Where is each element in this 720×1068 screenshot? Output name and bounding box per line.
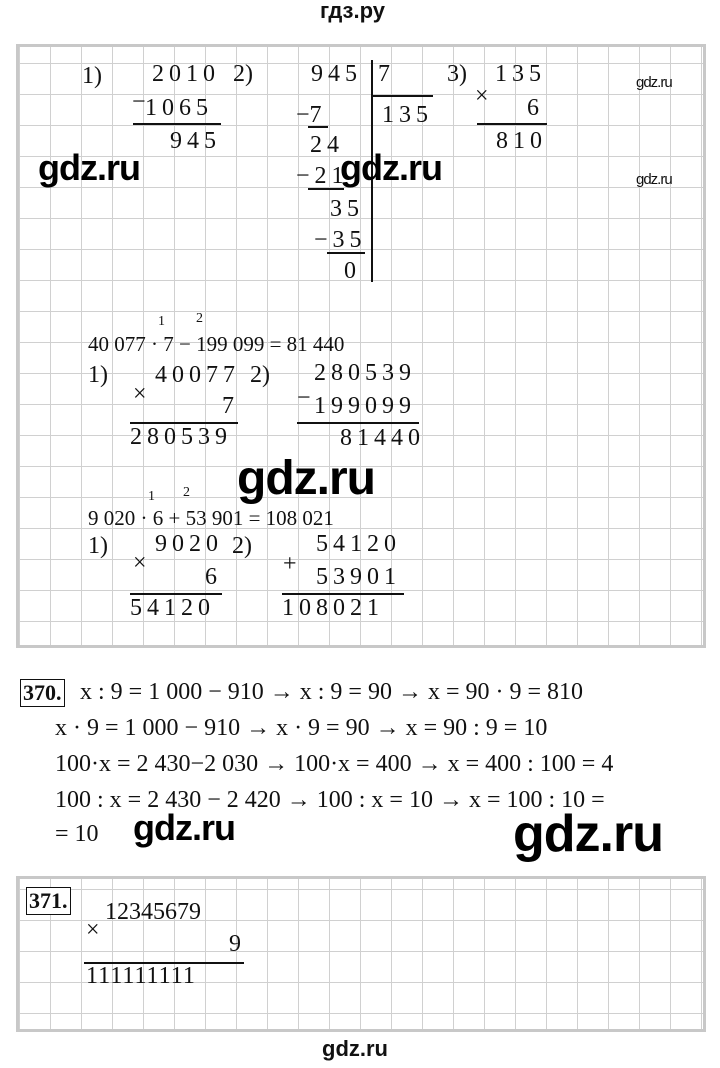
expression: 9 020 · 6 + 53 901 = 108 021 <box>88 506 334 530</box>
division-row: 35 <box>330 196 364 222</box>
watermark: gdz.ru <box>636 74 673 91</box>
times-sign: × <box>133 381 147 407</box>
product: 111111111 <box>86 963 196 989</box>
task-number: 371. <box>26 887 71 915</box>
equation-line: 100 : x = 2 430 − 2 420 → 100 : x = 10 →… <box>55 787 605 813</box>
step-label: 1) <box>88 533 108 559</box>
result-line <box>84 962 244 964</box>
watermark: gdz.ru <box>513 805 664 863</box>
watermark: gdz.ru <box>340 147 443 188</box>
minuend: 2010 <box>152 61 220 87</box>
grid-paper-bottom <box>16 876 706 1032</box>
grid-paper-top <box>16 44 706 648</box>
multiplier: 6 <box>205 564 217 590</box>
equation-line: x · 9 = 1 000 − 910 → x · 9 = 90 → x = 9… <box>55 715 548 741</box>
division-row: −35 <box>314 227 367 253</box>
result-line <box>133 123 221 125</box>
product: 280539 <box>130 424 232 450</box>
result-line <box>282 593 404 595</box>
quotient: 135 <box>382 102 433 128</box>
minuend: 280539 <box>314 360 416 386</box>
order-mark: 1 <box>148 489 155 504</box>
step-label: 3) <box>447 61 467 87</box>
order-mark: 2 <box>196 311 203 326</box>
multiplicand: 9020 <box>155 531 223 557</box>
division-row: −21 <box>296 163 349 189</box>
division-row: 24 <box>310 132 344 158</box>
watermark: gdz.ru <box>237 452 376 505</box>
difference: 81440 <box>340 425 425 451</box>
dividend: 945 <box>311 61 362 87</box>
order-mark: 1 <box>158 314 165 329</box>
difference: 945 <box>170 128 221 154</box>
underline <box>308 126 328 128</box>
watermark: gdz.ru <box>636 171 673 188</box>
equation-line: x : 9 = 1 000 − 910 → x : 9 = 90 → x = 9… <box>80 679 584 705</box>
result-line <box>130 422 238 424</box>
addend: 54120 <box>316 531 401 557</box>
multiplicand: 40077 <box>155 362 240 388</box>
task-number: 370. <box>20 679 65 707</box>
step-label: 2) <box>250 362 270 388</box>
underline <box>308 188 344 190</box>
subtrahend: 1065 <box>145 95 213 121</box>
site-title: гдз.ру <box>320 0 385 23</box>
plus-sign: + <box>283 551 297 577</box>
step-label: 2) <box>233 61 253 87</box>
multiplicand: 12345679 <box>105 899 201 925</box>
step-label: 2) <box>232 533 252 559</box>
watermark: gdz.ru <box>38 147 141 188</box>
multiplier: 9 <box>229 931 241 957</box>
equation-line: = 10 <box>55 821 99 847</box>
watermark: gdz.ru <box>133 807 236 848</box>
division-bar <box>371 60 373 282</box>
sum-part: 54120 <box>130 595 215 621</box>
order-mark: 2 <box>183 485 190 500</box>
divisor: 7 <box>378 61 390 87</box>
step-label: 1) <box>88 362 108 388</box>
minus-sign: − <box>297 385 311 411</box>
expression: 40 077 · 7 − 199 099 = 81 440 <box>88 332 345 356</box>
result-line <box>477 123 547 125</box>
sum: 108021 <box>282 595 384 621</box>
addend: 53901 <box>316 564 401 590</box>
footer-watermark: gdz.ru <box>322 1036 388 1061</box>
subtrahend: 199099 <box>314 393 416 419</box>
equation-line: 100·x = 2 430−2 030 → 100·x = 400 → x = … <box>55 751 614 777</box>
underline <box>327 252 365 254</box>
minus-sign: − <box>132 89 146 115</box>
result-line <box>130 593 222 595</box>
division-row: −7 <box>296 102 322 128</box>
division-row: 0 <box>344 258 356 284</box>
times-sign: × <box>475 83 489 109</box>
multiplier: 7 <box>222 393 234 419</box>
product: 810 <box>496 128 547 154</box>
multiplicand: 135 <box>495 61 546 87</box>
multiplier: 6 <box>527 95 539 121</box>
divisor-line <box>371 95 433 97</box>
times-sign: × <box>86 917 100 943</box>
times-sign: × <box>133 550 147 576</box>
result-line <box>297 422 419 424</box>
step-label: 1) <box>82 63 102 89</box>
